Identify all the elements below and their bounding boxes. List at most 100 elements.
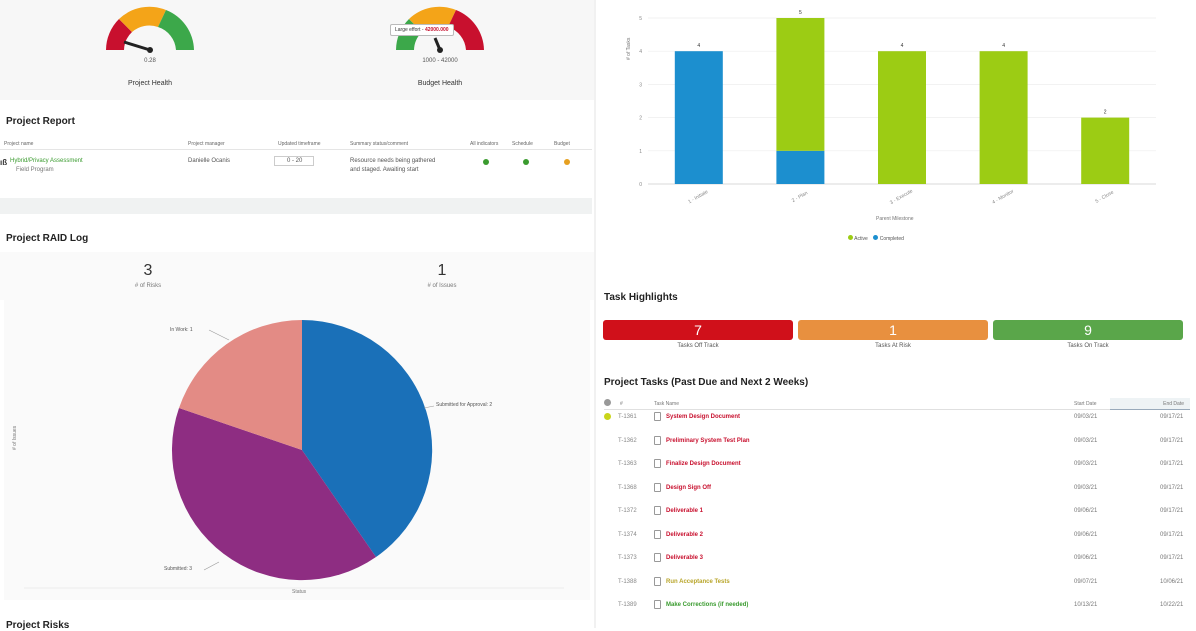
pie-y-axis-label: # of Issues xyxy=(12,425,18,450)
task-name-link[interactable]: Deliverable 2 xyxy=(666,531,704,538)
task-id: T-1373 xyxy=(618,555,637,561)
tasks-off-track-bar[interactable]: 7 xyxy=(603,320,793,340)
col-task-name[interactable]: Task Name xyxy=(654,401,680,407)
task-table-header: # Task Name Start Date End Date xyxy=(604,398,1190,410)
task-name-link[interactable]: Deliverable 1 xyxy=(666,508,704,514)
task-row[interactable]: T-1361 System Design Document 09/03/21 09/1… xyxy=(604,411,1190,425)
raid-title: Project RAID Log xyxy=(6,233,89,244)
task-row[interactable]: T-1388 Run Acceptance Tests 09/07/21 10/06/… xyxy=(604,576,1190,590)
task-document-icon xyxy=(654,529,661,539)
gauge-dial-icon xyxy=(106,6,194,53)
status-dot-schedule xyxy=(523,159,529,165)
task-row[interactable]: T-1362 Preliminary System Test Plan 09/03/… xyxy=(604,435,1190,449)
tasks-on-track-bar[interactable]: 9 xyxy=(993,320,1183,340)
col-start-date[interactable]: Start Date xyxy=(1074,401,1097,407)
task-document-icon xyxy=(654,506,661,515)
bar-legend[interactable]: Active Completed xyxy=(848,235,904,242)
task-id: T-1361 xyxy=(618,414,637,420)
task-id: T-1368 xyxy=(618,484,637,491)
x-tick-label: 1 - Initiate xyxy=(687,189,709,205)
task-row[interactable]: T-1374 Deliverable 2 09/06/21 09/17/21 xyxy=(604,529,1190,543)
task-id: T-1362 xyxy=(618,437,637,444)
pie-label-approval: Submitted for Approval: 2 xyxy=(436,402,493,408)
task-id: T-1388 xyxy=(618,578,637,585)
col-project-name[interactable]: Project name xyxy=(4,141,34,147)
task-name-link[interactable]: Design Sign Off xyxy=(666,484,711,491)
gauge-value: 0.28 xyxy=(144,58,156,64)
col-all-indicators[interactable]: All indicators xyxy=(470,141,499,147)
col-task-id[interactable]: # xyxy=(620,401,623,407)
timeframe-slider[interactable]: 0 - 20 xyxy=(274,156,314,166)
col-updated-timeframe[interactable]: Updated timeframe xyxy=(278,141,321,147)
bar-total-label: 2 xyxy=(1104,110,1107,116)
task-row[interactable]: T-1368 Design Sign Off 09/03/21 09/17/21 xyxy=(604,482,1190,496)
task-end-date: 09/17/21 xyxy=(1160,414,1184,420)
gauge-strip: 0.28 Project Health Large effort - 42000… xyxy=(0,0,594,100)
bar-x-axis-label: Parent Milestone xyxy=(876,216,914,222)
tasks-at-risk-bar[interactable]: 1 xyxy=(798,320,988,340)
risks-count[interactable]: 3 xyxy=(143,262,153,279)
task-document-icon xyxy=(654,600,661,609)
project-name-link[interactable]: Hybrid/Privacy Assessment xyxy=(10,158,83,164)
status-col-icon xyxy=(604,399,611,406)
raid-pie-chart: In Work: 1 Submitted for Approval: 2 Sub… xyxy=(4,300,590,600)
legend-completed-swatch xyxy=(873,235,879,240)
task-start-date: 09/06/21 xyxy=(1074,555,1098,561)
status-dot-budget xyxy=(564,159,570,165)
task-end-date: 09/17/21 xyxy=(1160,555,1184,561)
risks-label: # of Risks xyxy=(134,283,162,289)
bar-total-label: 4 xyxy=(1002,43,1005,49)
project-manager: Danielle Ocanis xyxy=(188,158,231,164)
project-health-gauge[interactable]: 0.28 Project Health xyxy=(90,0,210,100)
task-name-link[interactable]: Run Acceptance Tests xyxy=(666,578,730,585)
col-end-date-sorted[interactable]: End Date xyxy=(1110,398,1190,410)
raid-kpi-band xyxy=(0,252,594,300)
task-row[interactable]: T-1363 Finalize Design Document 09/03/21 09… xyxy=(604,458,1190,472)
task-name-link[interactable]: Preliminary System Test Plan xyxy=(666,437,750,444)
right-column: 0 1 2 3 4 5 4 1 - Initiate 5 2 - Plan 4 3 - Execute… xyxy=(596,0,1196,628)
left-column: 0.28 Project Health Large effort - 42000… xyxy=(0,0,594,631)
task-row[interactable]: T-1389 Make Corrections (if needed) 10/13/… xyxy=(604,599,1190,613)
gauge-title: Project Health xyxy=(128,80,172,87)
task-name-link[interactable]: Finalize Design Document xyxy=(666,461,741,467)
pie-svg xyxy=(24,319,564,589)
task-document-icon xyxy=(654,553,661,562)
y-tick-label: 2 xyxy=(639,116,642,122)
task-highlights-title: Task Highlights xyxy=(604,292,678,303)
task-row[interactable]: T-1373 Deliverable 3 09/06/21 09/17/21 xyxy=(604,552,1190,566)
bar-active xyxy=(878,51,926,185)
y-tick-label: 3 xyxy=(639,82,642,88)
task-document-icon xyxy=(654,576,661,586)
timeframe-value: 0 - 20 xyxy=(287,158,303,164)
task-name-link[interactable]: Make Corrections (if needed) xyxy=(666,602,749,608)
row-id-marker: ıß xyxy=(0,158,8,167)
x-tick-label: 4 - Monitor xyxy=(991,188,1015,205)
task-name-link[interactable]: System Design Document xyxy=(666,414,741,420)
bar-active xyxy=(1081,117,1130,184)
tooltip-value: 42000.000 xyxy=(424,27,449,33)
pie-slice-submitted xyxy=(171,408,376,581)
col-schedule[interactable]: Schedule xyxy=(512,141,533,147)
task-name-link[interactable]: Deliverable 3 xyxy=(666,555,704,561)
x-tick-label: 2 - Plan xyxy=(791,190,809,204)
legend-active-label: Active xyxy=(854,236,868,242)
task-document-icon xyxy=(654,482,661,492)
status-dot-icon xyxy=(604,413,611,420)
col-budget[interactable]: Budget xyxy=(554,141,570,147)
task-id: T-1389 xyxy=(618,602,637,608)
x-tick-label: 3 - Execute xyxy=(889,188,914,206)
task-row[interactable]: T-1372 Deliverable 1 09/06/21 09/17/21 xyxy=(604,505,1190,519)
gauge-value: 1000 - 42000 xyxy=(422,58,458,64)
budget-health-gauge[interactable]: Large effort - 42000.000 1000 - 42000 Bu… xyxy=(380,0,500,100)
report-row[interactable]: ıß Hybrid/Privacy Assessment Field Progr… xyxy=(0,154,592,184)
pie-label-in-work: In Work: 1 xyxy=(170,327,193,333)
table-footer-band xyxy=(0,198,592,214)
task-id: T-1363 xyxy=(618,461,637,467)
y-tick-label: 5 xyxy=(639,16,642,22)
legend-completed-label: Completed xyxy=(879,236,904,242)
bar-total-label: 4 xyxy=(697,43,700,49)
issues-count[interactable]: 1 xyxy=(437,262,447,279)
col-summary-status[interactable]: Summary status/comment xyxy=(350,141,409,147)
bar-completed xyxy=(674,51,723,185)
col-project-manager[interactable]: Project manager xyxy=(188,141,225,147)
